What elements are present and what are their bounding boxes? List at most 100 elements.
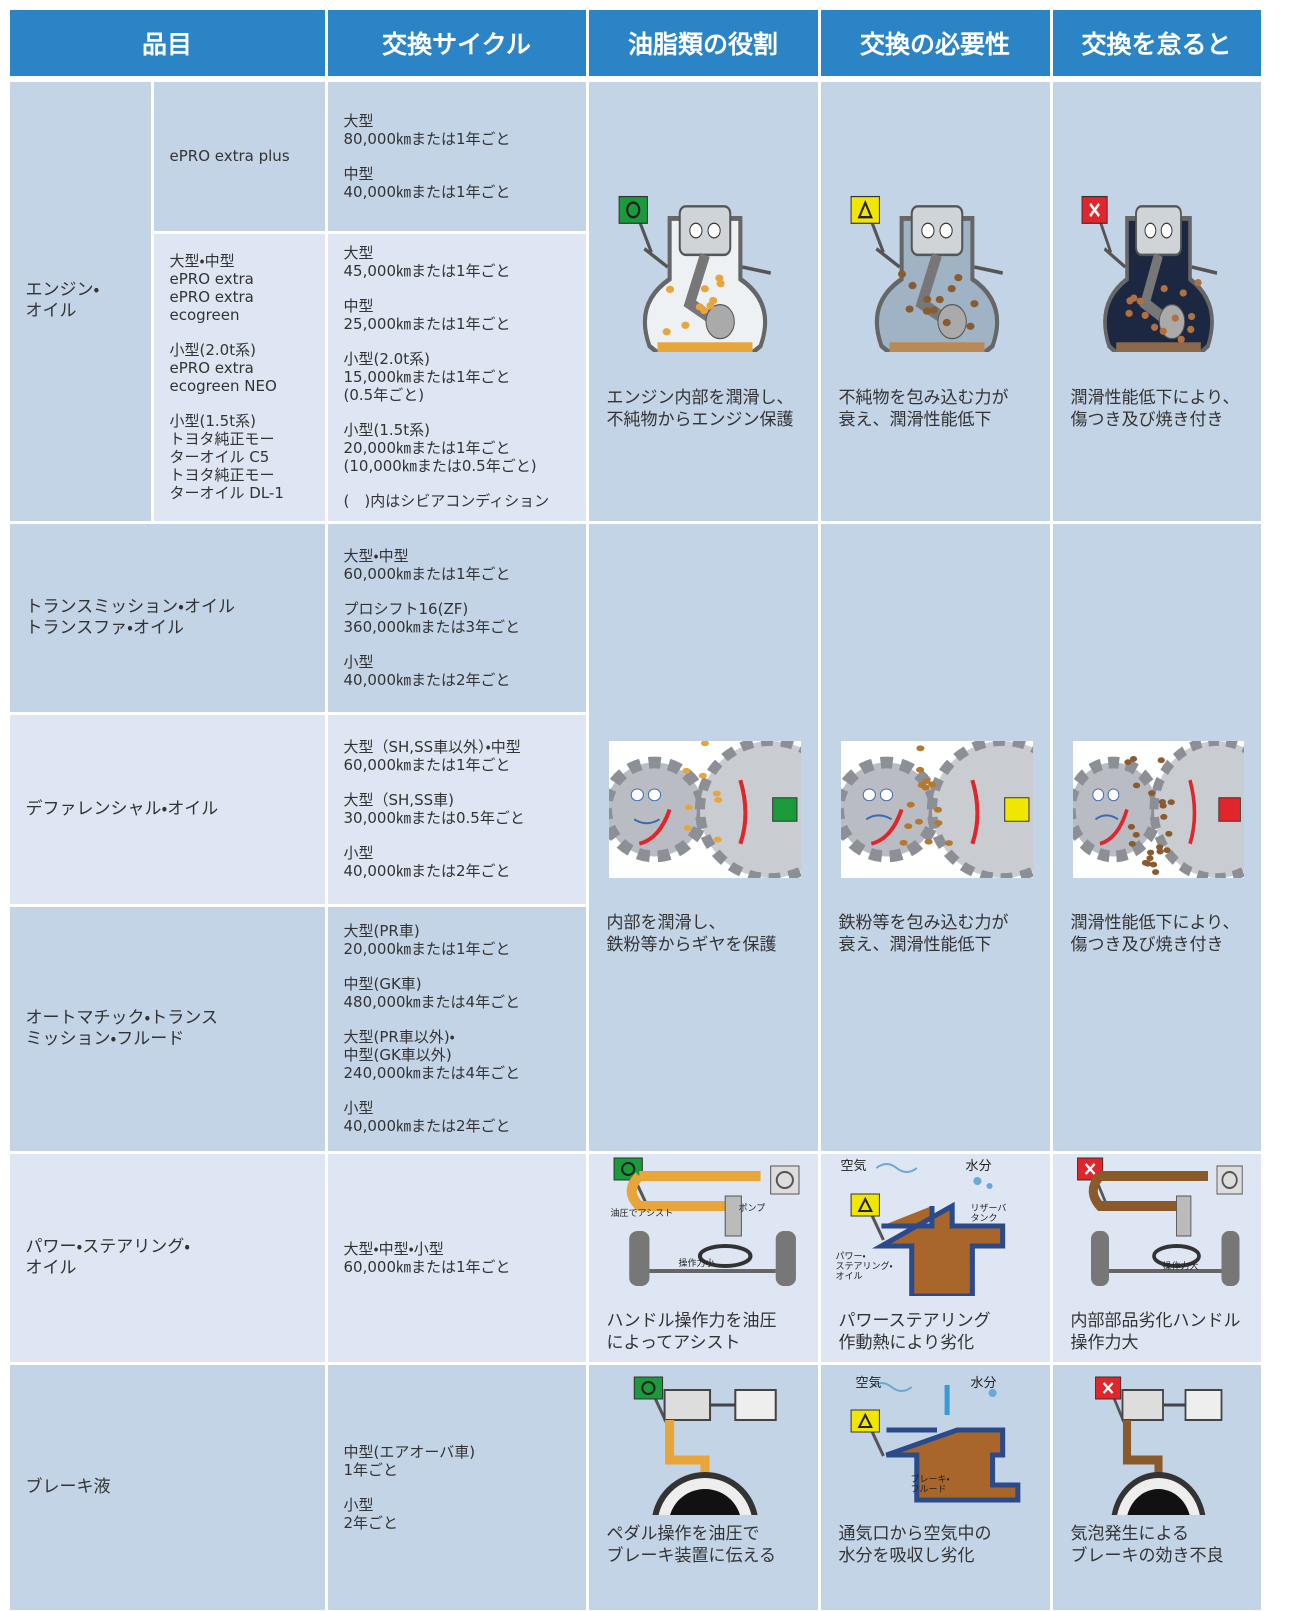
illustration-part: [643, 246, 771, 275]
illustration-part: [897, 269, 906, 278]
illustration-part: [769, 1165, 799, 1194]
cycle-text: 大型・中型・小型 60,000㎞または1年ごと: [343, 1239, 511, 1276]
illustration-part: [850, 1409, 880, 1432]
illustration-part: [697, 1243, 752, 1268]
illustration-part: [1221, 1230, 1239, 1286]
illustration-part: [695, 302, 704, 311]
illustration-part: [705, 301, 715, 309]
illustration-part: [1155, 843, 1163, 850]
item-cell: ブレーキ液: [9, 1364, 325, 1610]
header-text: 交換の必要性: [859, 29, 1010, 59]
cycle-text: 中型 25,000㎞または1年ごと: [343, 297, 511, 333]
cycle-text: 大型・中型 60,000㎞または1年ごと: [343, 546, 511, 583]
illustration-part: [879, 787, 893, 801]
item-cell: トランスミッション・オイル トランスファ・オイル: [9, 523, 325, 712]
grade-cell: 大型・中型 ePRO extra ePRO extra ecogreen 小型(2…: [153, 233, 325, 521]
illustration-part: [1098, 808, 1129, 846]
cycle-text: 小型 40,000㎞または2年ごと: [343, 1099, 511, 1135]
header-text: 品目: [141, 29, 192, 59]
illustration-part: [630, 787, 644, 801]
illustration-part: [1102, 215, 1214, 352]
grade-name: 小型(1.5t系) トヨタ純正モー ターオイル C5 トヨタ純正モー ターオイル…: [169, 412, 284, 502]
illustration: [1072, 740, 1244, 878]
illustration-part: [1129, 755, 1137, 762]
illustration: [850, 195, 1003, 352]
illustration-part: [680, 321, 689, 329]
illustration-part: [1186, 325, 1194, 333]
illustration-part: [922, 306, 931, 315]
illustration-part: [716, 279, 725, 287]
illustration-part: [1102, 1381, 1113, 1394]
illustration-part: [908, 281, 917, 289]
description: 通気口から空気中の 水分を吸収し劣化: [838, 1523, 992, 1566]
illustration-part: [1146, 849, 1154, 855]
illustration-part: [712, 790, 721, 797]
illustration-part: [885, 1427, 1020, 1502]
illustration-part: [1162, 846, 1171, 853]
illustration-part: [1003, 796, 1029, 822]
illustration-cell: エンジン内部を潤滑し、 不純物からエンジン保護: [588, 81, 818, 521]
item-name: パワー・ステアリング・ オイル: [25, 1236, 191, 1278]
cycle-text: 中型(GK車) 480,000㎞または4年ごと: [343, 975, 521, 1011]
illustration-part: [1115, 341, 1201, 352]
description: 内部を潤滑し、 鉄粉等からギヤを保護: [606, 912, 777, 955]
illustration-part: [1132, 831, 1140, 838]
illustration: [850, 1381, 1020, 1502]
illustration: [1094, 1376, 1222, 1515]
illustration-part: [947, 284, 956, 292]
illustration-part: [926, 740, 1033, 878]
illustration-part: [986, 1182, 993, 1189]
grade-name: ePRO extra plus: [169, 147, 290, 165]
item-cell: エンジン・ オイル: [9, 81, 151, 521]
illustration-part: [662, 327, 671, 335]
illustration-part: [1151, 1243, 1201, 1268]
cycle-cell: 大型・中型・小型 60,000㎞または1年ごと: [327, 1153, 586, 1362]
illustration-part: [915, 766, 924, 773]
cycle-text: 大型（SH,SS車) 30,000㎞または0.5年ごと: [343, 791, 525, 827]
illustration-part: [850, 1193, 880, 1216]
illustration-part: [640, 1380, 655, 1395]
illustration-part: [633, 1376, 663, 1399]
grade-cell: ePRO extra plus: [153, 81, 325, 231]
cycle-text: 小型(2.0t系) 15,000㎞または1年ごと (0.5年ごと): [343, 350, 511, 404]
illustration-part: [681, 767, 690, 774]
header-cell: 交換の必要性: [820, 9, 1050, 76]
illustration-part: [920, 222, 934, 238]
cycle-text: プロシフト16(ZF) 360,000㎞または3年ごと: [343, 599, 521, 636]
illustration-part: [1088, 1170, 1208, 1211]
illustration-part: [862, 787, 876, 801]
illustration-part: [906, 801, 915, 808]
illustration-part: [775, 1170, 794, 1189]
illustration-part: [922, 295, 931, 303]
illustration-part: [1179, 288, 1187, 297]
description: 潤滑性能低下により、 傷つき及び焼き付き: [1070, 912, 1240, 955]
illustration-part: [869, 219, 885, 253]
illustration-part: [705, 303, 735, 339]
illustration-part: [625, 200, 640, 218]
illustration-part: [857, 199, 873, 218]
illustration-part: [1128, 840, 1136, 847]
illustration-part: [1187, 779, 1196, 844]
illustration-part: [865, 813, 892, 820]
illustration-part: [678, 204, 731, 256]
illustration-part: [899, 839, 908, 846]
header-text: 交換サイクル: [382, 29, 531, 59]
illustration-part: [620, 1161, 635, 1176]
illustration-part: [1134, 204, 1182, 256]
illustration-part: [683, 824, 692, 831]
illustration-part: [869, 1212, 885, 1241]
illustration-part: [737, 779, 747, 844]
illustration: [613, 1157, 799, 1286]
illustration-part: [700, 740, 709, 746]
illustration-part: [933, 806, 942, 813]
illustration-part: [638, 808, 672, 846]
illustration-part: [713, 836, 722, 843]
illustration-part: [1175, 1195, 1191, 1236]
illustration-part: [840, 756, 941, 862]
illustration-part: [910, 204, 963, 256]
illustration-part: [1167, 798, 1175, 805]
illustration-part: [724, 1195, 742, 1236]
description: ハンドル操作力を油圧 によってアシスト: [606, 1310, 777, 1353]
illustration-part: [921, 777, 930, 784]
illustration-part: [626, 1170, 761, 1211]
